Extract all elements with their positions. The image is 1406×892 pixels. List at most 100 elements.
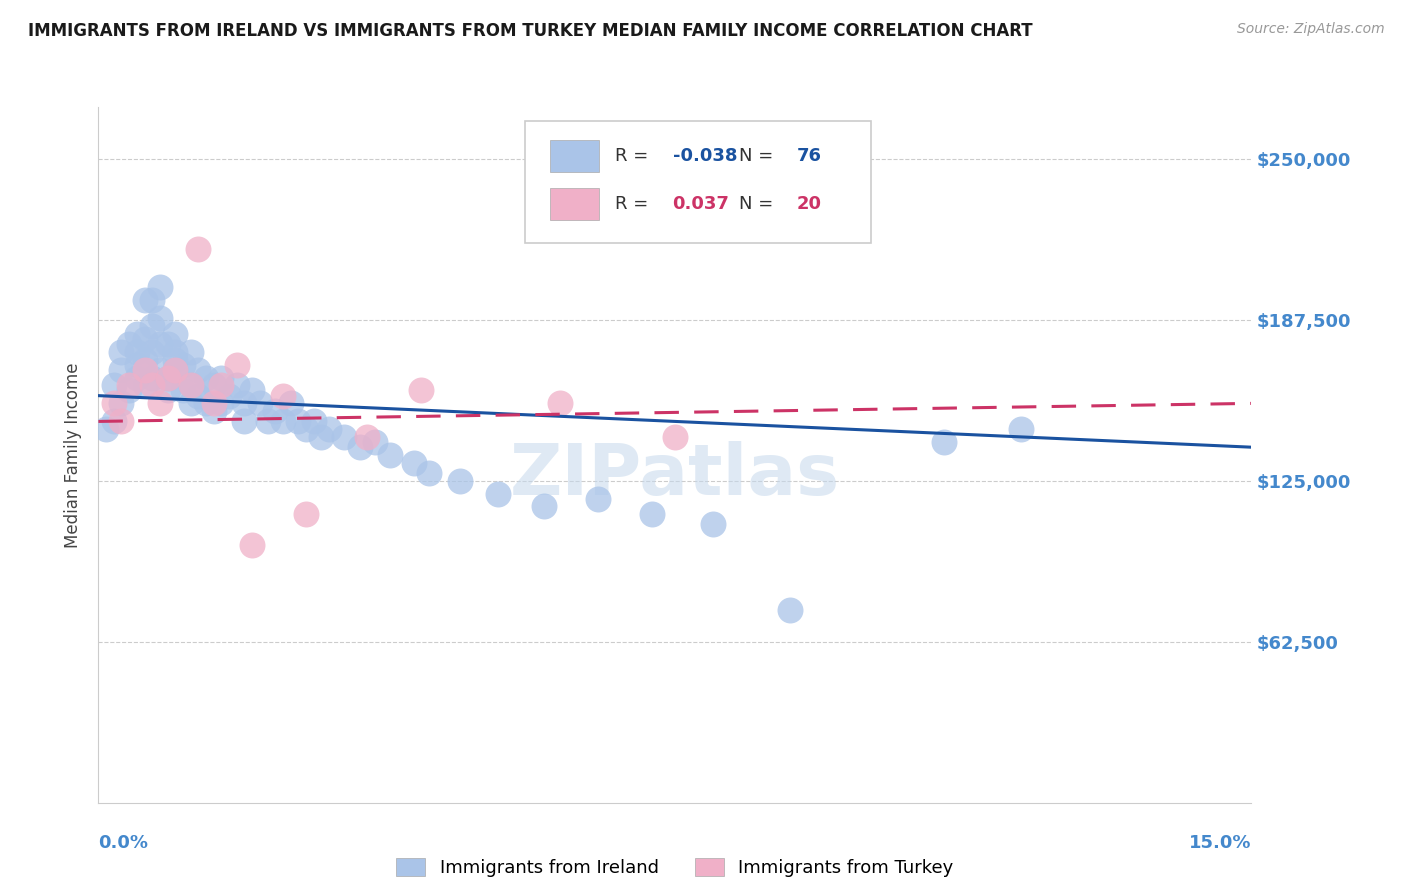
Text: R =: R = — [614, 195, 654, 213]
Text: 0.037: 0.037 — [672, 195, 730, 213]
Point — [187, 363, 209, 377]
Point — [141, 344, 163, 359]
Text: ZIPatlas: ZIPatlas — [510, 442, 839, 510]
Point — [110, 344, 132, 359]
Point — [180, 378, 202, 392]
Point — [141, 378, 163, 392]
FancyBboxPatch shape — [524, 121, 870, 243]
Point — [380, 448, 402, 462]
Point — [180, 378, 202, 392]
Point — [240, 538, 263, 552]
Point — [165, 363, 187, 377]
Point — [817, 178, 839, 192]
Text: IMMIGRANTS FROM IRELAND VS IMMIGRANTS FROM TURKEY MEDIAN FAMILY INCOME CORRELATI: IMMIGRANTS FROM IRELAND VS IMMIGRANTS FR… — [28, 22, 1033, 40]
Point — [318, 422, 340, 436]
Point — [1010, 422, 1032, 436]
FancyBboxPatch shape — [550, 140, 599, 172]
Text: -0.038: -0.038 — [672, 147, 737, 165]
Point — [295, 507, 318, 521]
Point — [165, 352, 187, 367]
Point — [418, 466, 440, 480]
Point — [225, 378, 247, 392]
Point — [202, 404, 225, 418]
Point — [118, 384, 141, 398]
Point — [402, 456, 425, 470]
Point — [364, 435, 387, 450]
Point — [295, 422, 318, 436]
FancyBboxPatch shape — [550, 188, 599, 220]
Point — [125, 370, 148, 384]
Point — [165, 363, 187, 377]
Point — [103, 414, 125, 428]
Point — [287, 414, 309, 428]
Point — [586, 491, 609, 506]
Point — [202, 396, 225, 410]
Point — [180, 396, 202, 410]
Point — [149, 311, 172, 326]
Point — [209, 370, 232, 384]
Point — [141, 293, 163, 308]
Point — [165, 326, 187, 341]
Legend: Immigrants from Ireland, Immigrants from Turkey: Immigrants from Ireland, Immigrants from… — [389, 850, 960, 884]
Point — [172, 358, 194, 372]
Point — [141, 370, 163, 384]
Point — [134, 293, 156, 308]
Point — [118, 378, 141, 392]
Point — [110, 363, 132, 377]
Point — [486, 486, 509, 500]
Point — [156, 370, 179, 384]
Point — [225, 358, 247, 372]
Point — [779, 602, 801, 616]
Point — [841, 208, 863, 222]
Point — [702, 517, 724, 532]
Point — [125, 326, 148, 341]
Point — [187, 389, 209, 403]
Point — [264, 404, 287, 418]
Point — [149, 396, 172, 410]
Point — [240, 384, 263, 398]
Point — [187, 242, 209, 256]
Point — [271, 414, 294, 428]
Point — [103, 396, 125, 410]
Point — [195, 396, 218, 410]
Text: 0.0%: 0.0% — [98, 834, 149, 852]
Point — [156, 384, 179, 398]
Point — [548, 396, 571, 410]
Point — [134, 363, 156, 377]
Text: 20: 20 — [797, 195, 823, 213]
Point — [333, 430, 356, 444]
Point — [209, 378, 232, 392]
Point — [349, 440, 371, 454]
Point — [449, 474, 471, 488]
Point — [156, 337, 179, 351]
Point — [118, 337, 141, 351]
Point — [233, 414, 256, 428]
Point — [125, 358, 148, 372]
Point — [134, 332, 156, 346]
Point — [195, 370, 218, 384]
Point — [180, 344, 202, 359]
Point — [134, 352, 156, 367]
Point — [411, 384, 433, 398]
Point — [202, 378, 225, 392]
Point — [141, 319, 163, 334]
Text: Source: ZipAtlas.com: Source: ZipAtlas.com — [1237, 22, 1385, 37]
Y-axis label: Median Family Income: Median Family Income — [65, 362, 83, 548]
Point — [256, 414, 278, 428]
Point — [233, 396, 256, 410]
Point — [664, 430, 686, 444]
Point — [165, 344, 187, 359]
Point — [932, 435, 955, 450]
Text: 76: 76 — [797, 147, 823, 165]
Point — [134, 378, 156, 392]
Point — [641, 507, 664, 521]
Point — [172, 384, 194, 398]
Point — [209, 396, 232, 410]
Point — [149, 280, 172, 294]
Point — [94, 422, 117, 436]
Point — [110, 414, 132, 428]
Text: R =: R = — [614, 147, 654, 165]
Point — [280, 396, 302, 410]
Point — [125, 344, 148, 359]
Point — [311, 430, 333, 444]
